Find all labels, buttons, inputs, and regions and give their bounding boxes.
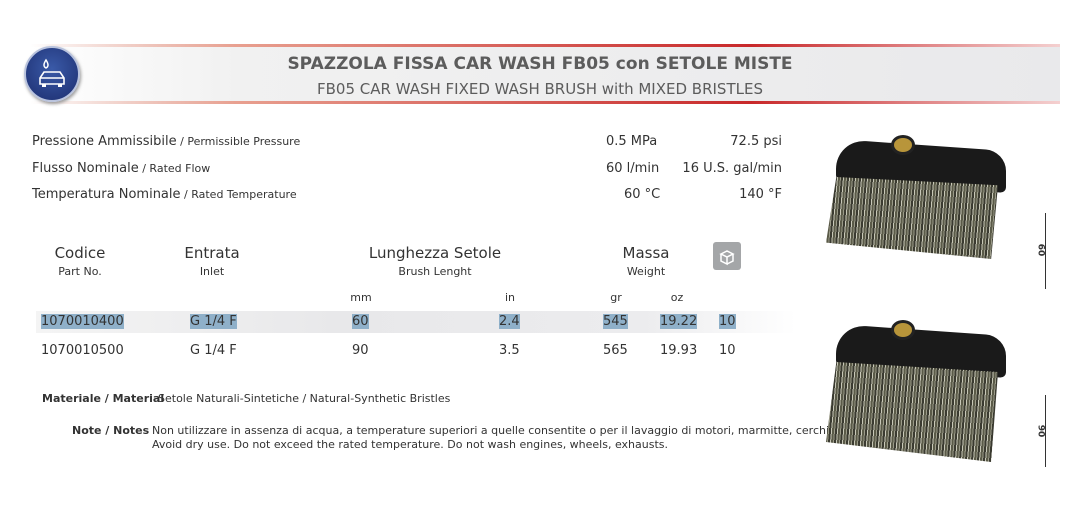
page-title: SPAZZOLA FISSA CAR WASH FB05 con SETOLE … — [287, 54, 793, 74]
dimension-label: 60 — [1035, 243, 1046, 257]
col-header: Codice — [54, 244, 106, 262]
spec-label: Pressione Ammissibile / Permissible Pres… — [32, 134, 301, 149]
material-value: Setole Naturali-Sintetiche / Natural-Syn… — [158, 392, 451, 405]
spec-value: 0.5 MPa — [606, 134, 658, 149]
inlet: G 1/4 F — [190, 314, 237, 329]
material-label: Materiale / Material — [42, 392, 165, 405]
spec-label: Flusso Nominale / Rated Flow — [32, 161, 211, 176]
length-in: 2.4 — [499, 314, 520, 329]
notes-line-it: Non utilizzare in assenza di acqua, a te… — [152, 424, 833, 437]
car-wash-icon — [24, 46, 80, 102]
col-header: Massa — [622, 244, 670, 262]
notes-line-en: Avoid dry use. Do not exceed the rated t… — [152, 438, 669, 451]
weight-gr: 545 — [603, 314, 628, 329]
unit-label: in — [504, 291, 516, 304]
box-icon — [713, 242, 741, 270]
part-code: 1070010500 — [41, 343, 124, 358]
weight-oz: 19.22 — [660, 314, 698, 329]
length-mm: 90 — [352, 343, 369, 358]
pack-qty: 10 — [719, 343, 736, 358]
spec-value: 72.5 psi — [730, 134, 782, 149]
unit-label: gr — [610, 291, 622, 304]
part-code: 1070010400 — [41, 314, 124, 329]
notes-label: Note / Notes — [72, 424, 150, 437]
col-header: Lunghezza Setole — [368, 244, 502, 262]
spec-value: 16 U.S. gal/min — [682, 161, 782, 176]
col-header: Entrata — [184, 244, 240, 262]
col-subheader: Weight — [626, 265, 666, 278]
weight-gr: 565 — [603, 343, 628, 358]
header-band — [30, 44, 1060, 104]
dimension-label: 90 — [1035, 424, 1046, 438]
spec-value: 140 °F — [739, 187, 782, 202]
page-subtitle: FB05 CAR WASH FIXED WASH BRUSH with MIXE… — [317, 80, 763, 98]
dimension-line — [1045, 213, 1046, 289]
spec-value: 60 °C — [624, 187, 661, 202]
spec-label: Temperatura Nominale / Rated Temperature — [32, 187, 297, 202]
unit-label: mm — [350, 291, 372, 304]
col-subheader: Part No. — [58, 265, 102, 278]
inlet: G 1/4 F — [190, 343, 237, 358]
length-mm: 60 — [352, 314, 369, 329]
unit-label: oz — [670, 291, 684, 304]
spec-value: 60 l/min — [606, 161, 660, 176]
length-in: 3.5 — [499, 343, 520, 358]
col-subheader: Brush Lenght — [398, 265, 472, 278]
pack-qty: 10 — [719, 314, 736, 329]
col-subheader: Inlet — [199, 265, 225, 278]
weight-oz: 19.93 — [660, 343, 698, 358]
dimension-line — [1045, 395, 1046, 467]
